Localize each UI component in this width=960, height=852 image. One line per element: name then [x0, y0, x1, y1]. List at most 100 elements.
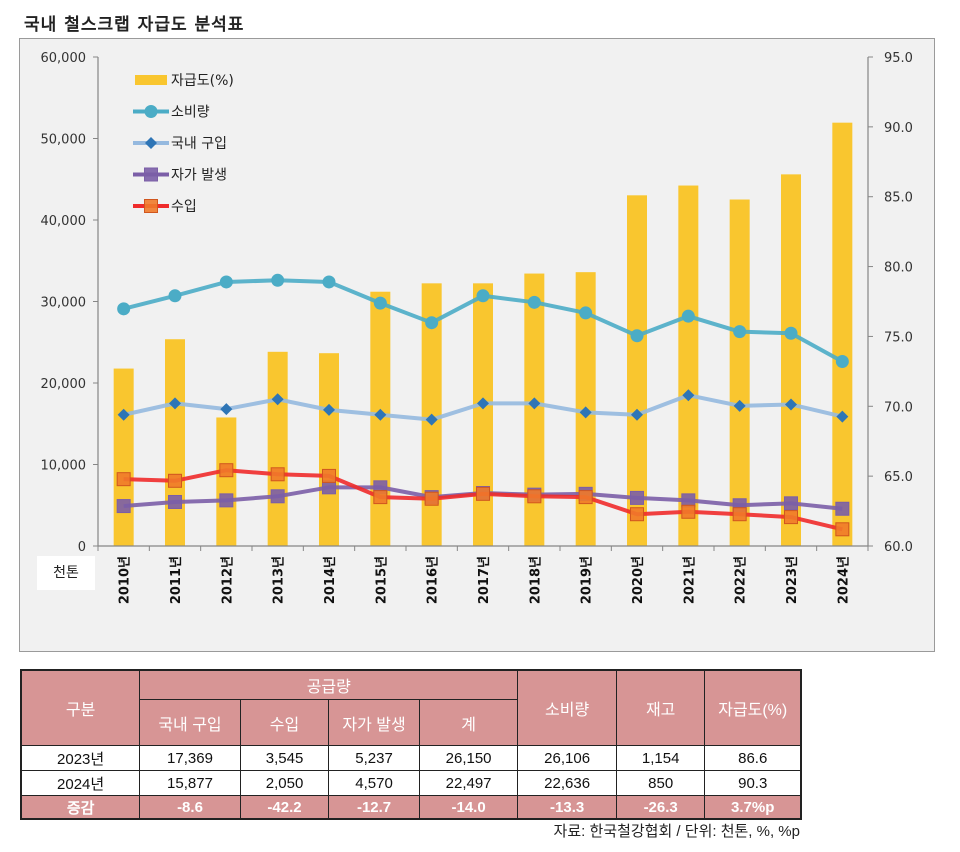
- header-self-sufficiency: 자급도(%): [704, 669, 802, 746]
- right-tick-label: 70.0: [884, 400, 913, 415]
- point-self-generation: [270, 489, 285, 504]
- cell: -14.0: [418, 795, 519, 820]
- cell: 3,545: [239, 745, 330, 771]
- row-label: 증감: [20, 795, 141, 820]
- point-domestic-purchase: [374, 408, 387, 421]
- header-inventory: 재고: [615, 669, 706, 746]
- x-tick-label: 2024년: [836, 556, 851, 604]
- bar-2013년: [267, 351, 288, 546]
- point-self-generation: [630, 490, 644, 505]
- x-tick-label: 2019년: [580, 556, 595, 604]
- x-tick-label: 2022년: [734, 556, 749, 604]
- x-tick-label: 2011년: [169, 556, 184, 604]
- point-domestic-purchase: [477, 397, 489, 410]
- cell: -26.3: [615, 795, 706, 820]
- legend-marker-domestic-purchase: [145, 137, 157, 149]
- left-tick-label: 60,000: [41, 51, 87, 66]
- table-row-change: 증감 -8.6 -42.2 -12.7 -14.0 -13.3 -26.3 3.…: [20, 795, 802, 820]
- cell: 90.3: [704, 770, 802, 796]
- point-domestic-purchase: [836, 410, 849, 423]
- point-consumption: [681, 309, 695, 323]
- point-import: [270, 467, 285, 482]
- table-row: 2024년 15,877 2,050 4,570 22,497 22,636 8…: [20, 770, 802, 796]
- point-self-generation: [784, 496, 798, 511]
- point-import: [322, 468, 336, 483]
- point-import: [578, 490, 593, 505]
- x-tick-label: 2013년: [272, 556, 287, 604]
- point-domestic-purchase: [579, 406, 592, 419]
- point-self-generation: [168, 494, 182, 509]
- cell: 850: [615, 770, 706, 796]
- left-tick-label: 0: [78, 540, 86, 555]
- right-tick-label: 85.0: [884, 191, 913, 206]
- point-domestic-purchase: [631, 408, 643, 421]
- page-title: 국내 철스크랩 자급도 분석표: [24, 15, 245, 35]
- point-import: [373, 490, 388, 505]
- point-import: [835, 522, 850, 537]
- x-tick-label: 2018년: [528, 556, 543, 604]
- left-tick-label: 20,000: [41, 377, 87, 392]
- header-domestic-purchase: 국내 구입: [139, 699, 241, 746]
- point-domestic-purchase: [785, 398, 797, 411]
- point-import: [527, 489, 542, 504]
- bar-2012년: [216, 417, 237, 546]
- point-consumption: [527, 295, 541, 309]
- cell: 2,050: [239, 770, 330, 796]
- bar-2024년: [832, 122, 853, 546]
- x-tick-label: 2020년: [631, 556, 646, 604]
- cell: 86.6: [704, 745, 802, 771]
- point-consumption: [117, 302, 131, 316]
- point-consumption: [579, 306, 593, 320]
- right-tick-label: 60.0: [884, 540, 913, 555]
- point-import: [784, 510, 798, 525]
- bar-2018년: [524, 273, 545, 546]
- point-domestic-purchase: [682, 389, 695, 402]
- legend-label: 자급도(%): [171, 73, 234, 89]
- point-domestic-purchase: [528, 397, 541, 410]
- point-consumption: [835, 355, 849, 369]
- x-tick-label: 2016년: [426, 556, 441, 604]
- left-tick-label: 10,000: [41, 459, 87, 474]
- cell: -12.7: [328, 795, 420, 820]
- cell: 5,237: [328, 745, 420, 771]
- lines-layer: [116, 273, 850, 537]
- legend-label: 수입: [171, 199, 197, 215]
- right-tick-label: 75.0: [884, 330, 913, 345]
- header-consumption: 소비량: [517, 669, 617, 746]
- right-tick-label: 80.0: [884, 261, 913, 276]
- bar-2017년: [473, 283, 493, 546]
- left-tick-label: 30,000: [41, 296, 87, 311]
- unit-label: 천톤: [37, 556, 95, 590]
- x-tick-label: 2021년: [682, 556, 697, 604]
- cell: -42.2: [239, 795, 330, 820]
- point-import: [681, 504, 696, 519]
- point-import: [116, 472, 131, 487]
- x-tick-label: 2012년: [220, 556, 235, 604]
- point-consumption: [476, 289, 490, 303]
- cell: -8.6: [139, 795, 241, 820]
- point-import: [476, 486, 490, 501]
- header-total: 계: [418, 699, 519, 746]
- x-tick-label: 2015년: [374, 556, 389, 604]
- point-import: [630, 507, 644, 522]
- left-tick-label: 40,000: [41, 214, 87, 229]
- point-import: [424, 491, 439, 506]
- point-domestic-purchase: [425, 413, 438, 426]
- cell: 1,154: [615, 745, 706, 771]
- point-domestic-purchase: [323, 403, 335, 416]
- legend-label: 소비량: [171, 105, 210, 121]
- point-import: [168, 473, 182, 488]
- x-tick-label: 2017년: [477, 556, 492, 604]
- point-consumption: [784, 326, 798, 340]
- x-tick-label: 2010년: [118, 556, 133, 604]
- source-note: 자료: 한국철강협회 / 단위: 천톤, %, %p: [553, 823, 800, 840]
- point-consumption: [271, 273, 285, 287]
- point-domestic-purchase: [220, 403, 233, 416]
- x-tick-label: 2014년: [323, 556, 338, 604]
- bar-2014년: [319, 353, 339, 546]
- header-supply-group: 공급량: [139, 669, 519, 700]
- point-consumption: [733, 325, 747, 339]
- legend-marker-consumption: [144, 105, 158, 118]
- point-consumption: [373, 296, 387, 310]
